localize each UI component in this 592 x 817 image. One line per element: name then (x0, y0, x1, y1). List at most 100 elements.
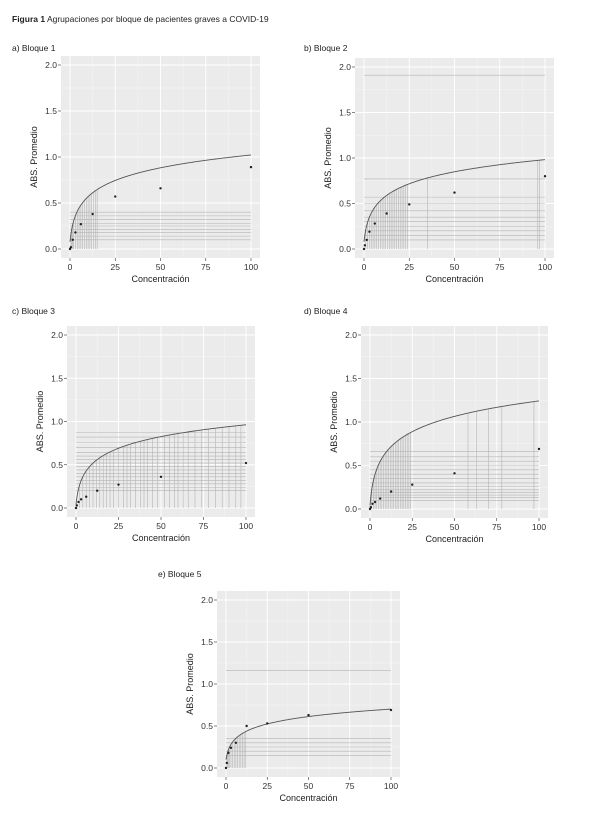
x-tick-label: 75 (345, 781, 355, 791)
data-point-4 (79, 222, 83, 226)
data-point-1 (69, 245, 73, 249)
x-tick-label: 100 (538, 262, 552, 272)
fit-curve (225, 708, 392, 760)
data-point-7 (159, 187, 162, 190)
x-tick-label: 25 (408, 522, 418, 532)
x-tick-label: 25 (405, 262, 415, 272)
x-tick-label: 75 (199, 521, 209, 531)
x-axis-label: Concentración (131, 274, 189, 284)
data-point-5 (389, 490, 393, 493)
x-tick-label: 0 (362, 262, 367, 272)
data-point-8 (244, 461, 248, 465)
data-point-8 (389, 708, 393, 712)
data-point-0 (74, 506, 78, 510)
data-point-2 (71, 238, 74, 241)
panel-label-c: c) Bloque 3 (12, 306, 55, 316)
data-point-3 (79, 498, 83, 501)
x-tick-label: 0 (224, 781, 229, 791)
data-point-2 (365, 238, 368, 242)
y-tick-label: 1.0 (201, 679, 213, 689)
panel-label-d: d) Bloque 4 (304, 306, 348, 316)
data-point-5 (96, 489, 99, 492)
y-axis-label: ABS. Promedio (29, 126, 39, 188)
x-tick-label: 0 (74, 521, 79, 531)
data-point-0 (224, 766, 228, 770)
y-tick-label: 2.0 (51, 330, 63, 340)
y-tick-label: 0.0 (45, 244, 57, 254)
data-point-0 (362, 247, 366, 251)
fit-curve (369, 400, 540, 506)
data-point-1 (75, 504, 79, 507)
data-point-1 (369, 506, 373, 509)
fit-curve (69, 154, 252, 242)
data-point-4 (234, 741, 238, 744)
data-point-6 (266, 722, 269, 725)
y-tick-label: 0.0 (345, 504, 357, 514)
x-tick-label: 50 (304, 781, 314, 791)
x-tick-label: 25 (114, 521, 124, 531)
fit-curve (75, 424, 247, 505)
data-point-7 (159, 475, 163, 479)
y-axis-label: ABS. Promedio (185, 653, 195, 715)
data-point-8 (537, 447, 541, 451)
data-point-3 (74, 231, 77, 234)
y-tick-label: 1.5 (339, 108, 351, 118)
x-tick-label: 25 (111, 262, 121, 272)
y-tick-label: 1.0 (339, 153, 351, 163)
figure-title: Figura 1 Agrupaciones por bloque de paci… (12, 14, 269, 24)
data-point-5 (385, 212, 388, 215)
y-tick-label: 2.0 (345, 330, 357, 340)
y-tick-label: 0.5 (201, 721, 213, 731)
x-tick-label: 75 (492, 522, 502, 532)
y-axis-label: ABS. Promedio (323, 127, 333, 189)
data-point-3 (368, 230, 371, 233)
x-tick-label: 100 (239, 521, 253, 531)
data-point-6 (408, 203, 411, 206)
data-point-7 (453, 472, 456, 475)
x-tick-label: 25 (263, 781, 273, 791)
x-tick-label: 0 (368, 522, 373, 532)
data-point-4 (85, 495, 88, 498)
y-tick-label: 0.5 (45, 198, 57, 208)
y-tick-label: 1.5 (345, 374, 357, 384)
y-tick-label: 1.5 (201, 637, 213, 647)
y-tick-label: 0.5 (51, 460, 63, 470)
fit-curve (363, 159, 546, 242)
y-tick-label: 0.0 (51, 503, 63, 513)
data-point-5 (91, 212, 94, 216)
x-tick-label: 50 (450, 522, 460, 532)
y-tick-label: 0.0 (339, 244, 351, 254)
x-axis-label: Concentración (425, 274, 483, 284)
figure-title-number: Figura 1 (12, 14, 46, 24)
x-tick-label: 100 (384, 781, 398, 791)
data-point-8 (249, 165, 253, 169)
x-axis-label: Concentración (132, 533, 190, 543)
y-tick-label: 2.0 (339, 62, 351, 72)
y-tick-label: 0.5 (345, 461, 357, 471)
data-point-6 (117, 483, 120, 486)
x-tick-label: 100 (532, 522, 546, 532)
data-point-4 (378, 497, 382, 500)
data-point-7 (453, 191, 456, 194)
data-point-3 (373, 500, 377, 504)
y-tick-label: 1.0 (345, 417, 357, 427)
x-axis-label: Concentración (425, 534, 483, 544)
x-tick-label: 50 (156, 262, 166, 272)
x-tick-label: 50 (450, 262, 460, 272)
y-tick-label: 1.5 (45, 106, 57, 116)
data-point-0 (68, 247, 72, 251)
data-point-6 (114, 195, 117, 198)
data-point-5 (245, 724, 248, 728)
x-tick-label: 0 (68, 262, 73, 272)
data-point-4 (373, 222, 377, 225)
y-tick-label: 2.0 (45, 60, 57, 70)
figure-title-text: Agrupaciones por bloque de pacientes gra… (45, 14, 269, 24)
data-point-3 (229, 746, 233, 750)
x-tick-label: 75 (495, 262, 505, 272)
data-point-7 (307, 713, 310, 717)
data-point-2 (371, 502, 374, 505)
